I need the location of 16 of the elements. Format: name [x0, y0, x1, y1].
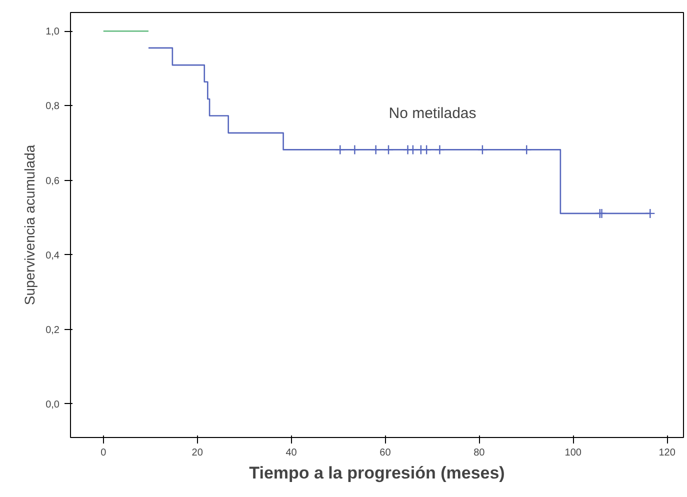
x-tick-label: 0 [100, 448, 107, 458]
x-tick-label: 60 [380, 448, 392, 458]
y-tick-label: 1,0 [46, 26, 60, 38]
y-tick-label: 0,6 [46, 176, 60, 187]
x-tick-label: 120 [658, 448, 676, 458]
y-tick-label: 0,4 [46, 250, 60, 262]
x-tick-label: 20 [192, 448, 204, 458]
y-axis-title: Supervivencia acumulada [22, 144, 38, 306]
x-tick-label: 80 [474, 448, 486, 458]
x-tick-label: 100 [564, 448, 582, 458]
x-axis-title: Tiempo a la progresión (meses) [249, 464, 505, 482]
y-tick-label: 0,8 [46, 101, 60, 112]
annotation: No metiladas [388, 105, 476, 122]
x-tick-label: 40 [286, 448, 298, 458]
y-tick-label: 0,0 [46, 399, 60, 410]
y-tick-label: 0,2 [46, 324, 60, 336]
